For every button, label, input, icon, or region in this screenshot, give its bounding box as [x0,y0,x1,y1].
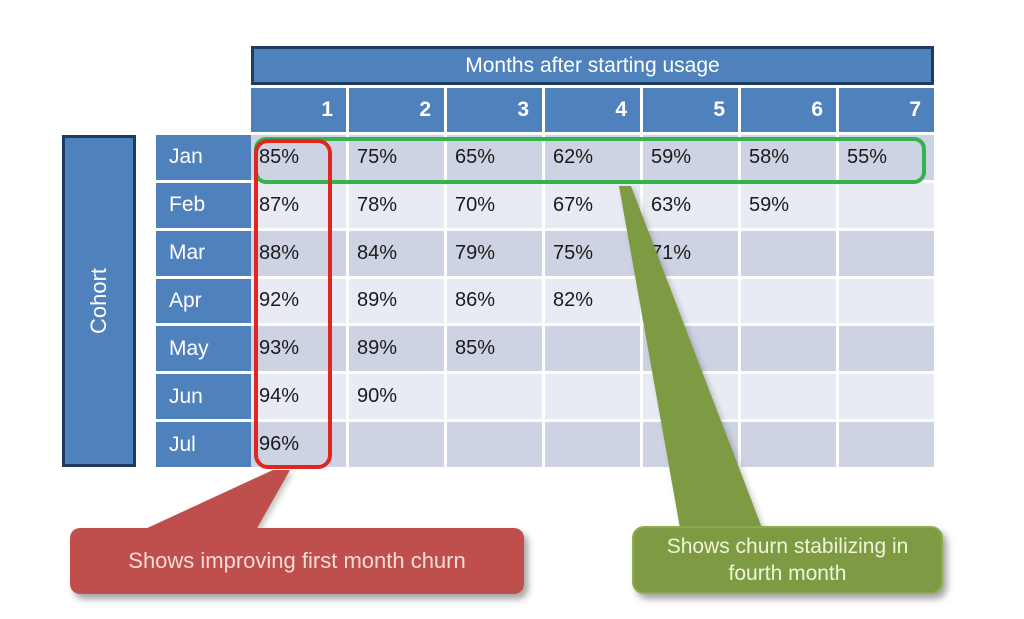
cohort-axis-box: Cohort [62,135,136,467]
green-callout-box: Shows churn stabilizing in fourth month [632,526,943,594]
retention-cell: 89% [349,278,444,324]
retention-cell: 63% [643,182,738,228]
column-header-cell: 2 [349,88,444,132]
table-title-bar: Months after starting usage [251,46,934,85]
red-pointer-triangle [143,470,290,530]
retention-cell: 75% [349,135,444,180]
retention-cell [643,278,738,324]
retention-cell: 75% [545,230,640,276]
column-header-cell: 4 [545,88,640,132]
retention-cell [839,422,934,467]
green-callout-text: Shows churn stabilizing in fourth month [666,534,909,585]
retention-cell [447,374,542,420]
retention-cell: 89% [349,326,444,372]
retention-cell [741,374,836,420]
cohort-month-label: Jul [156,422,251,468]
cohort-axis-label: Cohort [85,267,111,335]
retention-cell: 62% [545,135,640,180]
retention-cell [643,374,738,420]
retention-cell [545,326,640,372]
retention-cell: 67% [545,182,640,228]
jan-row-highlight-outline [254,137,926,184]
cohort-month-column: Jan Feb Mar Apr May Jun Jul [156,135,251,468]
retention-cell [447,422,542,467]
retention-cell [545,374,640,420]
retention-cell [741,422,836,467]
retention-cell [643,326,738,372]
retention-cell [643,422,738,467]
retention-cell [839,182,934,228]
cohort-month-label: Jun [156,374,251,420]
red-callout-text: Shows improving first month churn [128,548,466,573]
retention-cell: 71% [643,230,738,276]
retention-cell [839,326,934,372]
cohort-month-label: Mar [156,230,251,276]
table-title: Months after starting usage [465,53,720,77]
retention-cell [839,230,934,276]
retention-cell: 59% [643,135,738,180]
retention-cell: 84% [349,230,444,276]
column-header-cell: 1 [251,88,346,132]
column-header-cell: 7 [839,88,934,132]
retention-cell [839,278,934,324]
column-header-cell: 5 [643,88,738,132]
retention-cell: 82% [545,278,640,324]
retention-cell: 70% [447,182,542,228]
retention-cell [741,326,836,372]
column-header-cell: 6 [741,88,836,132]
red-callout-box: Shows improving first month churn [70,528,524,594]
retention-cell [545,422,640,467]
retention-cell: 65% [447,135,542,180]
retention-cell [741,230,836,276]
retention-cell: 85% [447,326,542,372]
cohort-month-label: Apr [156,278,251,324]
retention-grid: 85% 75% 65% 62% 59% 58% 55% 87% 78% 70% 67% 63% 59% 8… [251,135,934,467]
cohort-month-label: Feb [156,182,251,228]
cohort-month-label: Jan [156,135,251,180]
retention-cell: 86% [447,278,542,324]
retention-cell: 78% [349,182,444,228]
retention-cell: 90% [349,374,444,420]
column-header-cell: 3 [447,88,542,132]
retention-cell: 59% [741,182,836,228]
retention-cell [839,374,934,420]
cohort-month-label: May [156,326,251,372]
retention-cell: 79% [447,230,542,276]
first-month-highlight-outline [254,139,332,469]
retention-cell [741,278,836,324]
retention-cell: 58% [741,135,836,180]
retention-cell [349,422,444,467]
